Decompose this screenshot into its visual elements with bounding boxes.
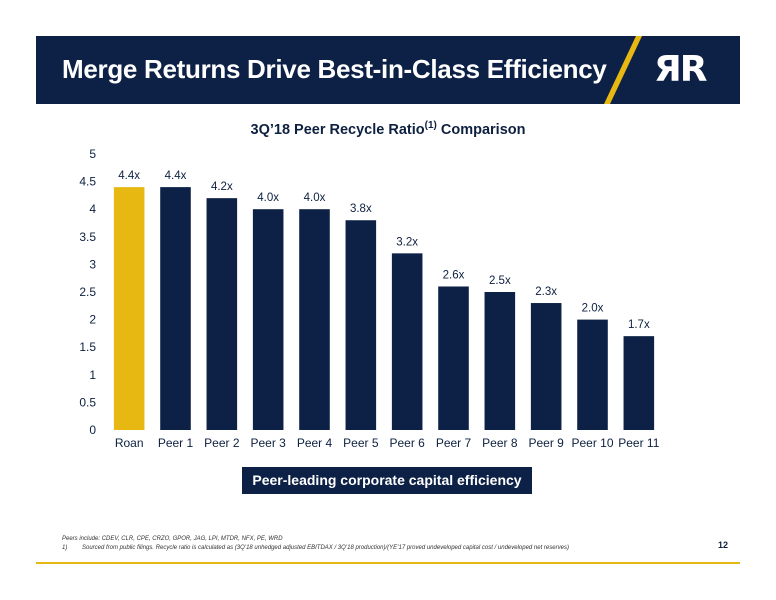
x-category-label: Peer 11	[618, 436, 659, 450]
bar	[160, 187, 191, 430]
x-category-label: Roan	[115, 436, 144, 450]
y-tick-label: 3	[89, 257, 96, 271]
slide-title: Merge Returns Drive Best-in-Class Effici…	[62, 54, 607, 84]
chart-title: 3Q’18 Peer Recycle Ratio(1) Comparison	[0, 120, 776, 138]
chart-title-footnote-ref: (1)	[424, 120, 437, 131]
x-category-label: Peer 3	[250, 436, 286, 450]
bar	[438, 286, 469, 430]
bar-data-label: 4.0x	[257, 192, 279, 204]
page-number: 12	[718, 540, 729, 550]
bar-data-label: 2.0x	[582, 303, 604, 315]
footnote-peers: Peers include: CDEV, CLR, CPE, CRZO, GPO…	[62, 536, 283, 542]
y-tick-label: 0.5	[79, 395, 96, 409]
bar-data-label: 2.6x	[443, 269, 465, 281]
chart-title-suffix: Comparison	[436, 121, 526, 138]
bar-data-label: 4.2x	[211, 181, 233, 193]
chart-title-main: 3Q’18 Peer Recycle Ratio	[250, 121, 425, 138]
x-category-label: Peer 1	[158, 436, 194, 450]
y-tick-label: 1.5	[79, 340, 96, 354]
logo-text: ЯR	[654, 49, 707, 90]
footnotes: Peers include: CDEV, CLR, CPE, CRZO, GPO…	[62, 535, 702, 553]
footer-rule	[36, 562, 740, 564]
callout-box: Peer-leading corporate capital efficienc…	[242, 467, 532, 494]
x-category-label: Peer 6	[389, 436, 425, 450]
bar	[252, 209, 284, 430]
x-category-label: Peer 5	[343, 436, 379, 450]
bar-data-label: 3.2x	[396, 236, 418, 248]
bar	[206, 198, 238, 430]
bar	[484, 292, 516, 430]
bar	[113, 187, 145, 430]
bar-data-label: 4.0x	[304, 192, 326, 204]
footnote-text: Sourced from public filings. Recycle rat…	[82, 545, 569, 551]
bar	[623, 336, 655, 430]
bar	[577, 319, 608, 430]
bar-data-label: 4.4x	[165, 170, 187, 182]
bar	[391, 253, 423, 430]
x-category-label: Peer 9	[528, 436, 564, 450]
y-tick-label: 4.5	[79, 175, 96, 189]
x-category-label: Peer 10	[571, 436, 613, 450]
bar-data-label: 3.8x	[350, 203, 372, 215]
x-category-label: Peer 8	[482, 436, 518, 450]
accent-stripe-shape	[604, 36, 642, 104]
x-category-label: Peer 2	[204, 436, 240, 450]
company-logo: ЯR	[654, 49, 707, 90]
y-tick-label: 5	[89, 147, 96, 161]
bar-data-label: 2.5x	[489, 275, 511, 287]
y-tick-label: 1	[89, 368, 96, 382]
bar-data-label: 2.3x	[535, 286, 557, 298]
bar-data-label: 1.7x	[628, 319, 650, 331]
y-tick-label: 3.5	[79, 230, 96, 244]
bar	[345, 220, 377, 430]
y-tick-label: 2	[89, 313, 96, 327]
bar-data-label: 4.4x	[118, 170, 140, 182]
y-tick-label: 0	[89, 423, 96, 437]
y-tick-label: 2.5	[79, 285, 96, 299]
x-category-label: Peer 7	[436, 436, 472, 450]
bar	[299, 209, 330, 430]
y-tick-label: 4	[89, 202, 96, 216]
slide-header: Merge Returns Drive Best-in-Class Effici…	[36, 36, 740, 104]
bar	[530, 303, 562, 430]
x-category-label: Peer 4	[297, 436, 333, 450]
footnote-1: 1) Sourced from public filings. Recycle r…	[62, 544, 702, 553]
footnote-number: 1)	[62, 545, 68, 551]
header-accent-stripe	[604, 36, 642, 104]
